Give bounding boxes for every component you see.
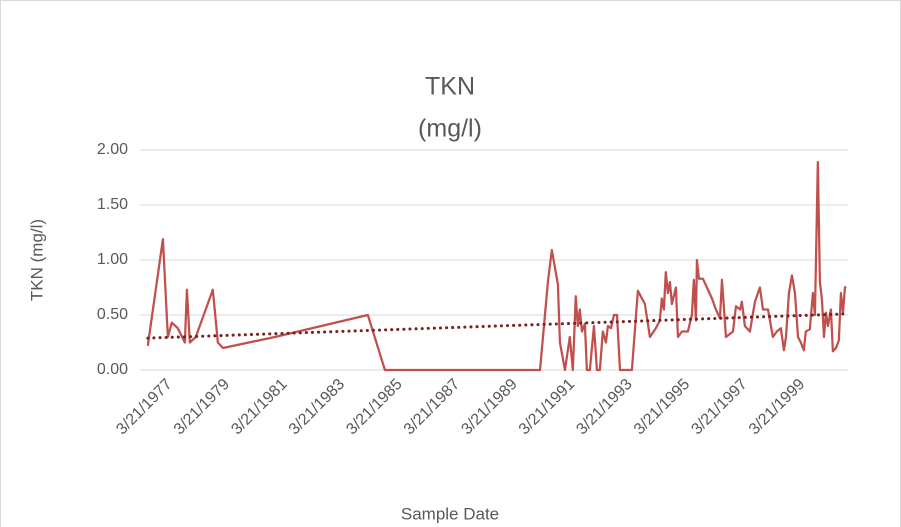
x-axis-label: Sample Date <box>401 504 499 523</box>
y-axis-label: TKN (mg/l) <box>27 219 46 301</box>
y-tick-label: 0.00 <box>97 361 128 378</box>
trendline <box>146 312 848 340</box>
y-tick-label: 2.00 <box>97 141 128 158</box>
data-line <box>146 160 847 372</box>
y-tick-label: 1.00 <box>97 251 128 268</box>
y-tick-label: 0.50 <box>97 306 128 323</box>
y-tick-label: 1.50 <box>97 196 128 213</box>
chart-title: TKN <box>425 73 475 101</box>
chart-subtitle: (mg/l) <box>418 115 482 143</box>
